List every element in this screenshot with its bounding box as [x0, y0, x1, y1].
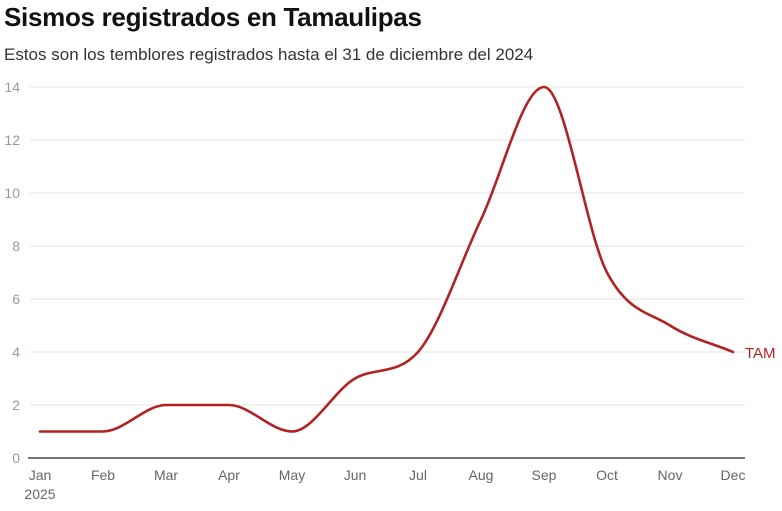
y-tick-label: 0 [12, 450, 20, 466]
chart-subtitle: Estos son los temblores registrados hast… [4, 45, 534, 64]
x-tick-label: Sep [532, 467, 557, 483]
y-tick-label: 4 [12, 344, 20, 360]
data-point [478, 217, 484, 223]
data-point [100, 429, 106, 435]
data-point [604, 270, 610, 276]
data-point [37, 429, 43, 435]
data-point [730, 349, 736, 355]
x-tick-label: Feb [91, 467, 115, 483]
data-point [352, 376, 358, 382]
x-tick-label: Mar [154, 467, 178, 483]
y-tick-label: 12 [4, 132, 20, 148]
x-tick-label: Jun [344, 467, 367, 483]
x-tick-label: Jan [29, 467, 52, 483]
series-label: TAM [745, 345, 776, 362]
y-tick-label: 2 [12, 397, 20, 413]
series-line-tam [38, 85, 735, 433]
data-point [226, 402, 232, 408]
chart-title: Sismos registrados en Tamaulipas [4, 2, 422, 32]
x-tick-label: May [279, 467, 305, 483]
y-tick-label: 6 [12, 291, 20, 307]
y-tick-label: 10 [4, 185, 20, 201]
y-tick-label: 14 [4, 79, 20, 95]
x-tick-label: Jul [409, 467, 427, 483]
data-point [415, 349, 421, 355]
x-tick-label: Aug [469, 467, 494, 483]
data-point [289, 429, 295, 435]
x-year-label: 2025 [24, 486, 55, 502]
data-point [667, 323, 673, 329]
x-tick-label: Apr [218, 467, 240, 483]
data-point [163, 402, 169, 408]
x-tick-label: Dec [721, 467, 746, 483]
x-tick-label: Oct [596, 467, 618, 483]
data-point [541, 84, 547, 90]
y-tick-label: 8 [12, 238, 20, 254]
x-tick-label: Nov [658, 467, 683, 483]
